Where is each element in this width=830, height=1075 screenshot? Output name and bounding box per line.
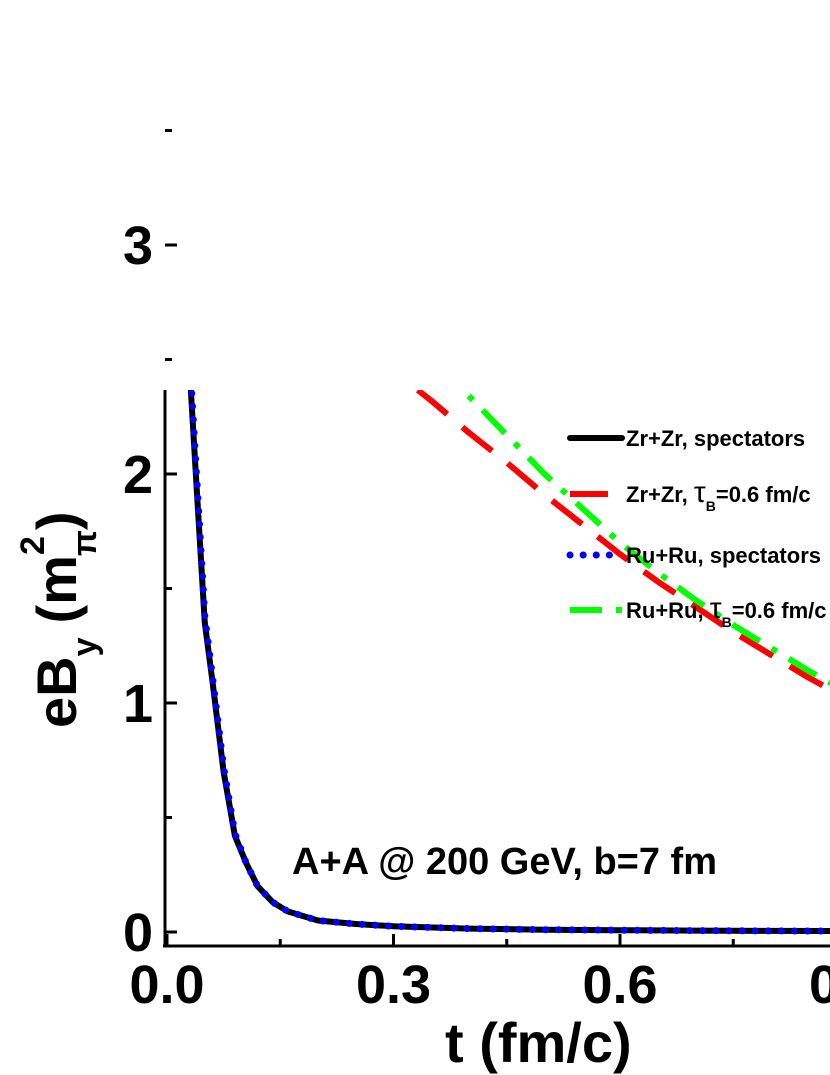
legend-label-text: Ru+Ru, — [626, 598, 710, 623]
axes: 0.0 0.3 0.6 0.9 0 1 2 3 — [123, 129, 830, 1015]
legend-label-text: Ru+Ru, spectators — [626, 543, 821, 568]
x-tick-label: 0.3 — [356, 955, 431, 1015]
chart-annotation: A+A @ 200 GeV, b=7 fm — [292, 841, 717, 883]
legend-sub: B — [722, 614, 732, 630]
legend-tau: τ — [694, 476, 706, 509]
legend-post: =0.6 fm/c — [732, 598, 827, 623]
legend-label-text: Zr+Zr, spectators — [626, 426, 805, 451]
y-axis-title: eBy (m2 π) — [14, 511, 104, 728]
legend-tau: τ — [710, 592, 722, 625]
series-layer — [187, 390, 830, 935]
legend-post: =0.6 fm/c — [716, 482, 811, 507]
y-tick-label: 2 — [123, 445, 153, 505]
series-line-3 — [188, 390, 830, 935]
x-axis-title: t (fm/c) — [445, 1011, 632, 1074]
legend-label-2: Zr+Zr, τB=0.6 fm/c — [626, 476, 811, 514]
svg-text:eBy(m2π): eBy (m2 π) — [14, 511, 104, 728]
legend-label-1: Zr+Zr, spectators — [626, 426, 805, 451]
y-axis-title-paren-close: ) — [25, 511, 88, 530]
y-axis-title-paren-open: ( — [25, 604, 88, 623]
y-axis-title-m: m — [25, 555, 88, 605]
legend-label-3: Ru+Ru, spectators — [626, 543, 821, 568]
y-tick-label: 1 — [123, 674, 153, 734]
y-tick-label: 0 — [123, 903, 153, 963]
x-tick-label: 0.9 — [809, 955, 830, 1015]
series-line-2 — [412, 390, 830, 693]
series-line-4 — [458, 390, 830, 686]
y-axis-title-main: eB — [25, 656, 88, 728]
series-line-1 — [187, 390, 830, 935]
y-axis-title-sup: 2 — [14, 536, 52, 555]
x-tick-label: 0.0 — [129, 955, 204, 1015]
y-tick-label: 3 — [123, 216, 153, 276]
y-axis-title-sub-pi: π — [66, 530, 104, 556]
legend-sub: B — [706, 498, 716, 514]
legend-label-4: Ru+Ru, τB=0.6 fm/c — [626, 592, 827, 630]
y-axis-title-sub-y: y — [66, 637, 104, 656]
legend-label-text: Zr+Zr, — [626, 482, 694, 507]
x-tick-label: 0.6 — [582, 955, 657, 1015]
